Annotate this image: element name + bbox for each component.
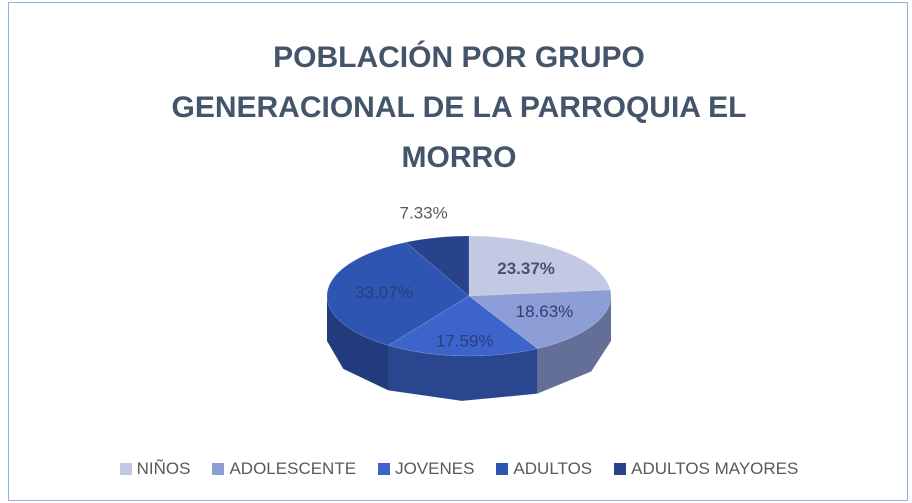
slice-side — [327, 296, 389, 391]
data-label: 33.07% — [355, 283, 413, 302]
legend-item: ADULTOS — [496, 459, 592, 479]
legend-swatch — [119, 463, 132, 475]
legend-label: NIÑOS — [136, 459, 191, 478]
slice-side — [388, 345, 538, 401]
chart-title: POBLACIÓN POR GRUPO GENERACIONAL DE LA P… — [171, 41, 747, 174]
legend-swatch — [614, 463, 627, 475]
slice — [468, 235, 611, 297]
legend-swatch — [496, 463, 509, 475]
slice — [387, 295, 538, 357]
legend: NIÑOS ADOLESCENTE JOVENES ADULTOS ADULTOS MA… — [9, 459, 907, 479]
data-label: 7.33% — [400, 204, 448, 223]
legend-label: ADULTOS — [513, 459, 593, 478]
slice — [405, 235, 470, 297]
data-label: 17.59% — [436, 331, 494, 350]
chart: POBLACIÓN POR GRUPO GENERACIONAL DE LA P… — [8, 2, 908, 501]
legend-swatch — [212, 463, 225, 475]
data-label: 23.37% — [497, 259, 555, 278]
slice — [468, 289, 612, 349]
legend-label: JOVENES — [395, 459, 475, 478]
pie-plot: 23.37% 18.63% 17.59% 33.07% 7.33% — [326, 204, 612, 401]
legend-label: ADULTOS MAYORES — [631, 459, 799, 478]
data-label: 18.63% — [516, 302, 574, 321]
legend-item: ADOLESCENTE — [212, 459, 356, 479]
legend-item: NIÑOS — [119, 459, 191, 479]
slice-side — [537, 296, 611, 394]
legend-label: ADOLESCENTE — [229, 459, 357, 478]
legend-swatch — [378, 463, 391, 475]
legend-item: ADULTOS MAYORES — [614, 459, 798, 479]
legend-item: JOVENES — [378, 459, 474, 479]
slice — [326, 241, 470, 346]
